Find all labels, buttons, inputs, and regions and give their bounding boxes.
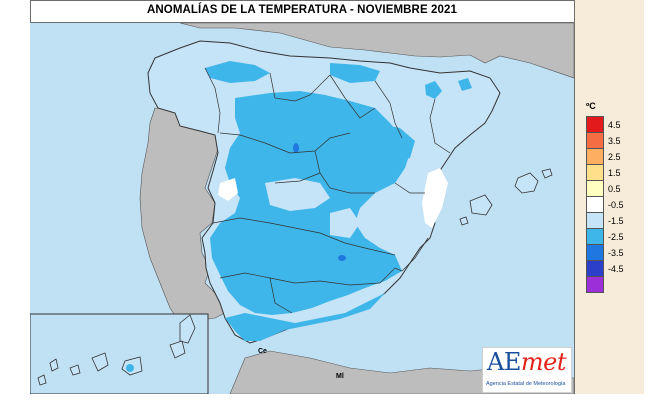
legend-swatch bbox=[586, 116, 604, 133]
legend-swatch bbox=[586, 196, 604, 213]
anomaly-zone-basque bbox=[330, 63, 380, 83]
title-divider bbox=[30, 22, 574, 23]
legend-unit: ºC bbox=[586, 101, 596, 111]
legend-label: -0.5 bbox=[608, 200, 624, 210]
legend-swatch bbox=[586, 132, 604, 149]
legend-color-bar bbox=[586, 116, 604, 293]
legend-label: -1.5 bbox=[608, 216, 624, 226]
anomaly-map: Ce Ml bbox=[30, 23, 574, 394]
logo-wordmark-accent: met bbox=[520, 348, 567, 376]
legend-label: -2.5 bbox=[608, 232, 624, 242]
anomaly-zone-ebro bbox=[350, 123, 415, 163]
balearic-islands bbox=[459, 168, 553, 226]
light-zone-mancha bbox=[330, 208, 360, 238]
legend-swatch bbox=[586, 164, 604, 181]
region-borders bbox=[204, 67, 451, 314]
legend-label: 1.5 bbox=[608, 168, 621, 178]
legend-swatch bbox=[586, 180, 604, 197]
legend-label: 2.5 bbox=[608, 152, 621, 162]
logo-wordmark-main: AE bbox=[487, 348, 521, 376]
normal-zone-west bbox=[218, 178, 238, 201]
france bbox=[179, 23, 574, 79]
anomaly-zone-cantabria bbox=[205, 61, 270, 83]
label-ceuta: Ce bbox=[258, 348, 267, 355]
anomaly-zone-pyrenees bbox=[425, 81, 442, 99]
strong-anomaly-spot-2 bbox=[338, 255, 346, 261]
legend-swatch bbox=[586, 276, 604, 293]
legend-swatch bbox=[586, 244, 604, 261]
legend-label: -4.5 bbox=[608, 264, 624, 274]
strong-anomaly-spot-1 bbox=[293, 143, 299, 153]
map-title: ANOMALÍAS DE LA TEMPERATURA - NOVIEMBRE … bbox=[146, 4, 458, 16]
legend-swatch bbox=[586, 212, 604, 229]
legend-swatch bbox=[586, 228, 604, 245]
logo-subtitle: Agencia Estatal de Meteorología bbox=[486, 381, 566, 387]
label-melilla: Ml bbox=[336, 373, 344, 380]
legend-panel bbox=[574, 0, 644, 394]
canary-inset bbox=[30, 313, 209, 394]
logo-wordmark: AEmet bbox=[487, 348, 566, 376]
legend-label: -3.5 bbox=[608, 248, 624, 258]
legend-label: 0.5 bbox=[608, 184, 621, 194]
anomaly-zone-catalonia bbox=[458, 78, 472, 91]
map-canvas: Ce Ml bbox=[30, 23, 574, 394]
legend-label: 3.5 bbox=[608, 136, 621, 146]
legend-swatch bbox=[586, 260, 604, 277]
legend-swatch bbox=[586, 148, 604, 165]
aemet-logo: AEmet Agencia Estatal de Meteorología bbox=[482, 347, 572, 393]
legend-label: 4.5 bbox=[608, 120, 621, 130]
normal-zone-east bbox=[422, 168, 448, 228]
anomaly-zone-south bbox=[225, 293, 385, 341]
light-zone-tajo bbox=[265, 178, 330, 211]
